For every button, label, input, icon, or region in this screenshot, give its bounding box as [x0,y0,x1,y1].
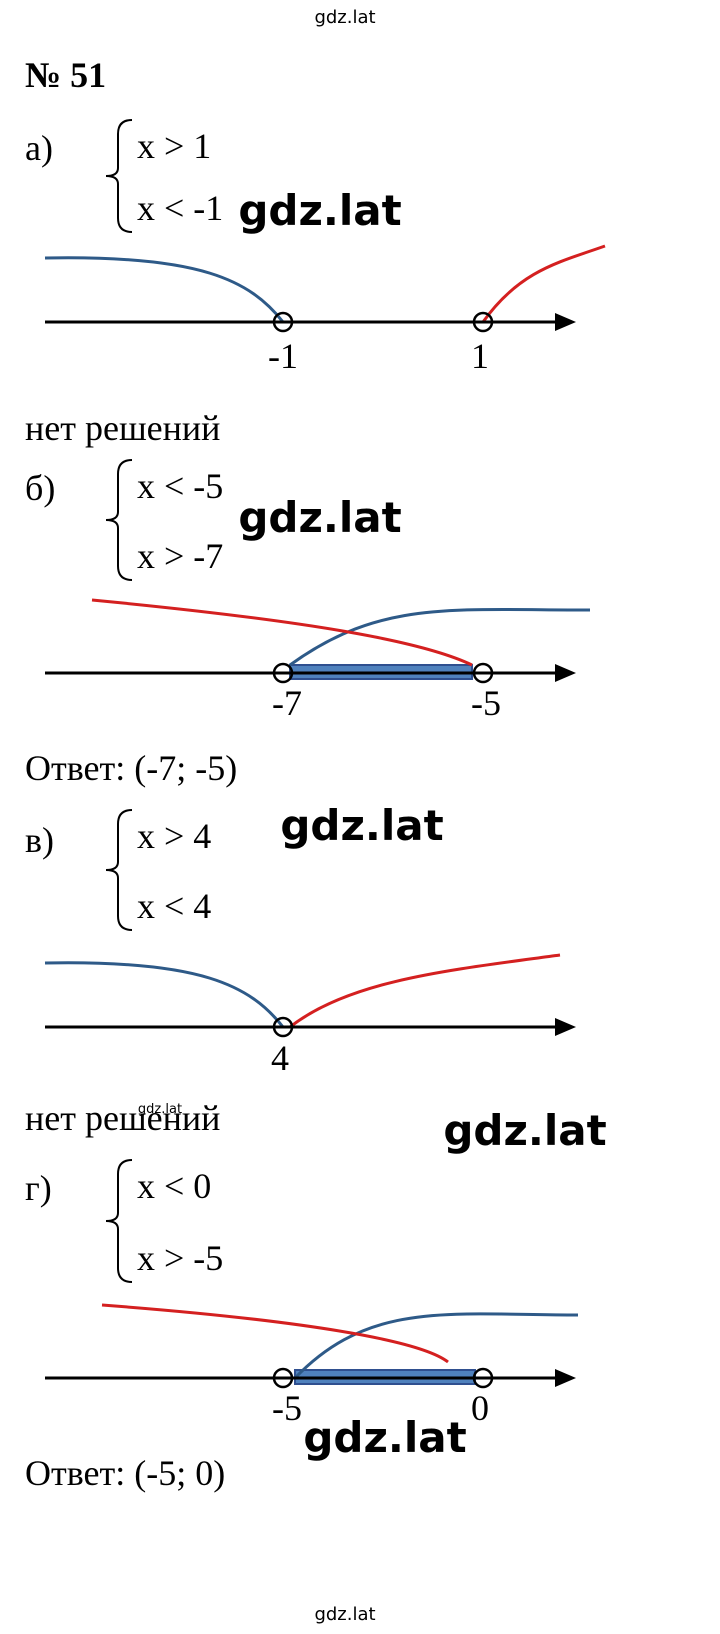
curve [481,244,606,323]
brace [105,809,133,931]
watermark: gdz.lat [314,1604,375,1625]
point-label: -1 [268,336,298,376]
part-label: в) [25,820,54,860]
point [272,311,294,333]
watermark: gdz.lat [280,801,443,850]
inequality: x > -7 [137,536,223,576]
point [472,1367,494,1389]
curve [44,961,285,1028]
answer: нет решений [25,1098,220,1138]
brace [105,1159,133,1283]
watermark: gdz.lat [138,1102,182,1117]
arrow [555,313,576,331]
inequality: x > 1 [137,126,211,166]
curve [289,953,561,1029]
title: № 51 [25,55,106,95]
watermark: gdz.lat [443,1106,606,1155]
curve [101,1303,449,1364]
arrow [555,664,576,682]
curve [91,598,473,667]
brace [105,119,133,233]
inequality: x < -5 [137,466,223,506]
point [472,311,494,333]
point-label: -5 [272,1388,302,1428]
part-label: б) [25,468,55,508]
part-label: а) [25,128,53,168]
point-label: 4 [271,1038,289,1078]
watermark: gdz.lat [238,186,401,235]
curve [289,607,591,667]
inequality: x > 4 [137,816,211,856]
curve [44,256,285,323]
point-label: -7 [272,683,302,723]
arrow [555,1018,576,1036]
watermark: gdz.lat [314,7,375,28]
part-label: г) [25,1168,52,1208]
watermark: gdz.lat [238,493,401,542]
inequality: x < 0 [137,1166,211,1206]
point [272,1367,294,1389]
point [272,1016,294,1038]
answer: нет решений [25,408,220,448]
inequality: x < 4 [137,886,211,926]
inequality: x < -1 [137,188,223,228]
inequality: x > -5 [137,1238,223,1278]
point [272,662,294,684]
watermark: gdz.lat [303,1413,466,1462]
answer: Ответ: (-5; 0) [25,1453,225,1493]
arrow [555,1369,576,1387]
point-label: 0 [471,1388,489,1428]
curve [293,1312,579,1380]
answer: Ответ: (-7; -5) [25,748,237,788]
brace [105,459,133,581]
point-label: 1 [471,336,489,376]
point [472,662,494,684]
point-label: -5 [471,683,501,723]
